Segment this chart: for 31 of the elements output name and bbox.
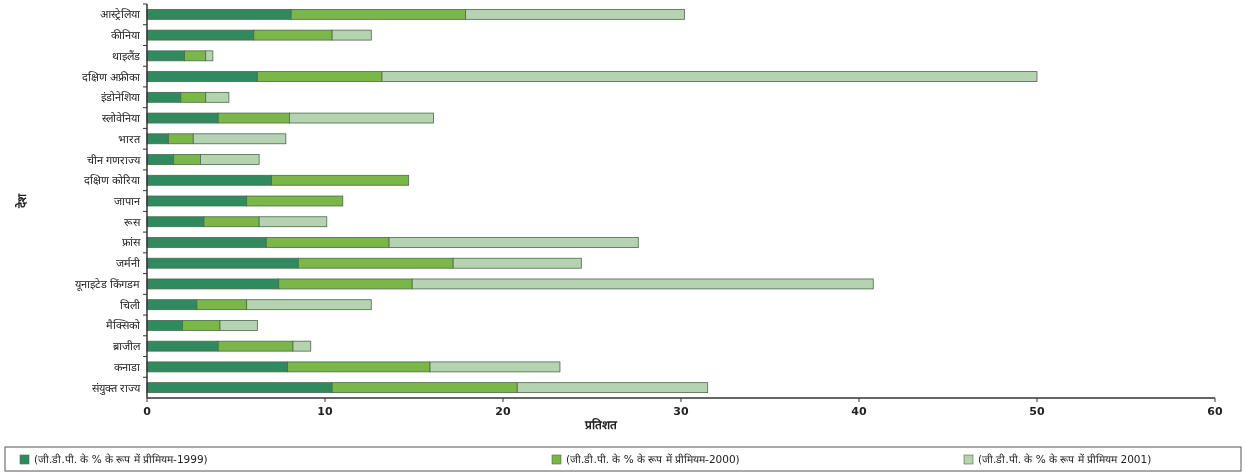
y-tick-label: चीन गणराज्य [86, 153, 141, 167]
legend-label: (जी.डी.पी. के % के रूप में प्रीमियम-2000) [566, 453, 740, 465]
x-tick-label: 60 [1207, 405, 1223, 418]
x-tick-label: 50 [1029, 405, 1045, 418]
y-tick-label: ब्राजील [113, 340, 141, 354]
y-tick-label: जापान [114, 195, 141, 208]
x-tick-label: 0 [143, 405, 152, 418]
y-tick-label: स्लोवेनिया [102, 112, 140, 126]
y-tick-label: दक्षिण कोरिया [83, 174, 140, 188]
x-tick-label: 20 [495, 405, 511, 418]
y-tick-label: कीनिया [111, 29, 140, 43]
y-tick-label: रूस [124, 215, 141, 229]
y-tick-label: फ्रांस [122, 236, 141, 250]
y-tick-label: जर्मनी [116, 257, 140, 271]
x-tick-label: 40 [851, 405, 867, 418]
y-axis-title: देश [15, 193, 29, 209]
y-tick-label: दक्षिण अफ्रीका [81, 70, 140, 84]
y-tick-label: चिली [120, 298, 140, 312]
y-tick-label: आस्ट्रेलिया [100, 8, 140, 22]
x-axis-title: प्रतिशत [584, 418, 618, 432]
legend-label: (जी.डी.पी. के % के रूप में प्रीमियम-1999) [34, 453, 208, 465]
y-tick-label: थाइलैंड [112, 49, 140, 63]
y-tick-label: इंडोनेशिया [101, 91, 140, 105]
legend-label: (जी.डी.पी. के % के रूप में प्रीमियम 2001) [978, 453, 1152, 465]
x-tick-label: 30 [673, 405, 689, 418]
y-tick-label: संयुक्त राज्य [91, 381, 141, 395]
x-tick-label: 10 [317, 405, 333, 418]
y-tick-label: कनाडा [114, 360, 140, 374]
y-tick-label: भारत [118, 132, 141, 146]
y-tick-label: मैक्सिको [106, 319, 140, 333]
y-tick-label: यूनाइटेड किंगडम [74, 277, 140, 292]
